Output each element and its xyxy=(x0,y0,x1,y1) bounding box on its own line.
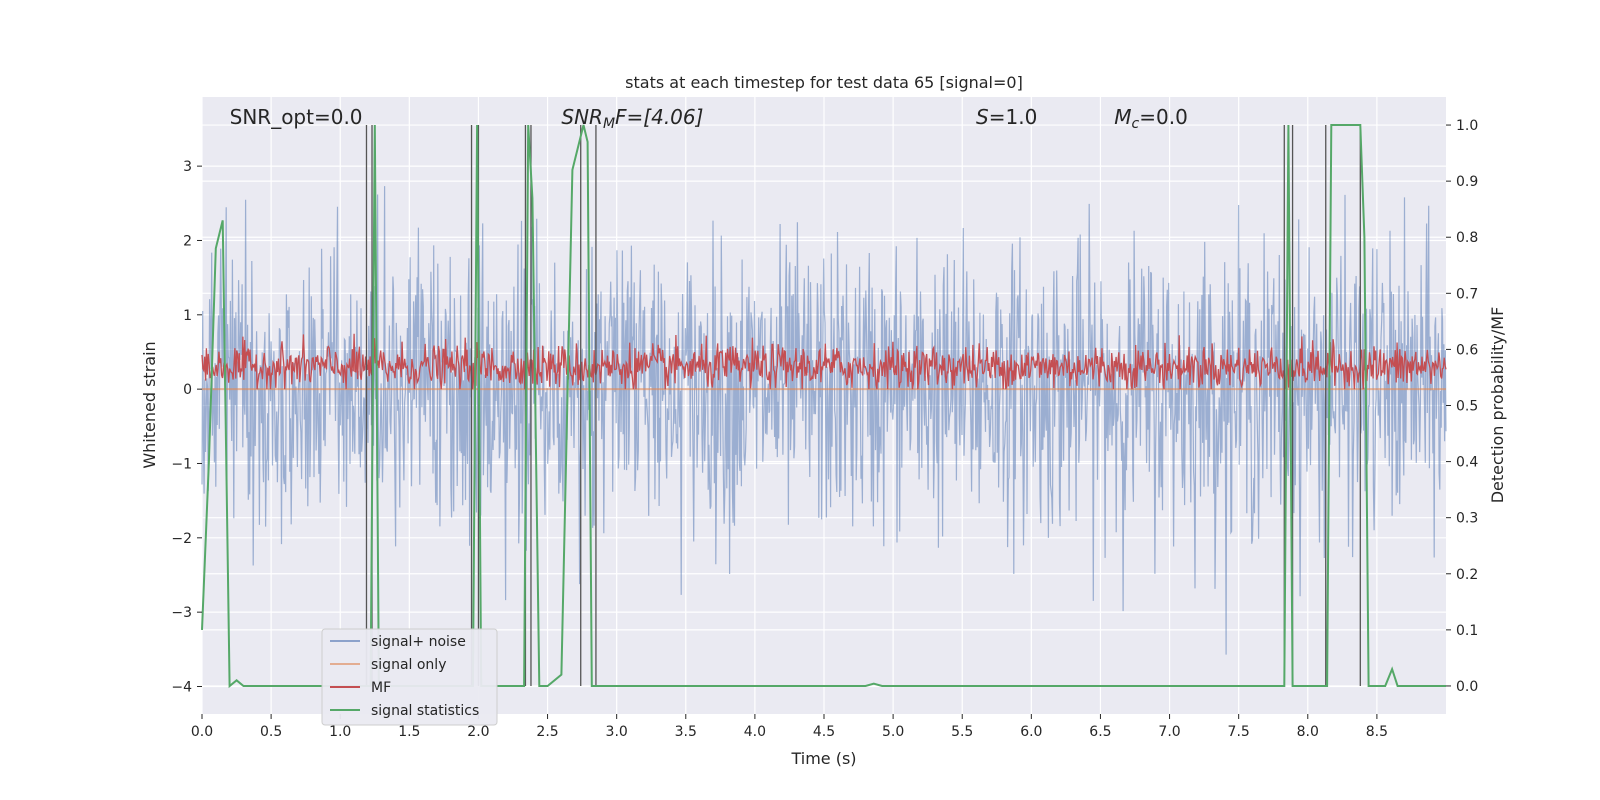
x-tick-label: 2.0 xyxy=(467,724,489,740)
y2-axis-label: Detection probability/MF xyxy=(1488,307,1507,504)
annotation: SNRMF=[4.06] xyxy=(561,105,703,132)
y2-tick-label: 0.5 xyxy=(1456,399,1478,415)
x-ticks: 0.0 0.5 1.0 1.5 2.0 2.5 3.0 3.5 4.0 4.5 5.0 5.5 6.0 6… xyxy=(191,714,1388,740)
annotation-main: SNR_opt=0.0 xyxy=(230,105,363,129)
y2-tick-label: 0.6 xyxy=(1456,342,1478,358)
y2-tick-label: 1.0 xyxy=(1456,118,1478,134)
legend-box xyxy=(321,628,498,726)
x-tick-label: 4.0 xyxy=(744,724,766,740)
annotation-main: S xyxy=(976,105,989,129)
legend-label-noise: signal+ noise xyxy=(371,634,466,650)
annotation: SNR_opt=0.0 xyxy=(230,105,363,129)
x-tick-label: 2.5 xyxy=(536,724,558,740)
y-axis-label: Whitened strain xyxy=(140,341,159,468)
y2-tick-label: 0.1 xyxy=(1456,623,1478,639)
series-signal-plus-noise xyxy=(201,186,1447,655)
chart-title: stats at each timestep for test data 65 … xyxy=(625,73,1023,92)
annotation-suffix: F=[4.06] xyxy=(615,105,703,129)
mf-line xyxy=(201,333,1447,390)
y2-tick-label: 0.3 xyxy=(1456,511,1478,527)
x-tick-label: 0.0 xyxy=(191,724,213,740)
y-tick-label: −2 xyxy=(171,531,192,547)
y2-ticks: 0.0 0.1 0.2 0.3 0.4 0.5 0.6 0.7 0.8 0.9 1.0 xyxy=(1446,118,1478,695)
y2-tick-label: 0.2 xyxy=(1456,567,1478,583)
legend-label-stats: signal statistics xyxy=(371,703,479,719)
y-tick-label: −4 xyxy=(171,679,192,695)
annotation-subscript: M xyxy=(603,116,615,132)
x-tick-label: 8.0 xyxy=(1297,724,1319,740)
signal-statistics-line xyxy=(201,124,1446,689)
y-ticks: −4 −3 −2 −1 0 1 2 3 xyxy=(171,159,202,695)
y-tick-label: 3 xyxy=(183,159,192,175)
y2-tick-label: 0.4 xyxy=(1456,455,1478,471)
y2-tick-label: 0.0 xyxy=(1456,679,1478,695)
annotation-subscript: c xyxy=(1132,116,1140,132)
y-tick-label: −1 xyxy=(171,456,192,472)
legend: signal+ noise signal only MF signal stat… xyxy=(321,628,498,726)
y-tick-label: −3 xyxy=(171,605,192,621)
series-signal-statistics xyxy=(201,124,1446,689)
series-mf xyxy=(201,333,1447,390)
x-tick-label: 1.5 xyxy=(398,724,420,740)
y2-tick-label: 0.7 xyxy=(1456,286,1478,302)
annotation-suffix: =0.0 xyxy=(1139,105,1188,129)
legend-label-signal: signal only xyxy=(371,657,446,673)
annotation-suffix: =1.0 xyxy=(989,105,1038,129)
x-tick-label: 7.5 xyxy=(1228,724,1250,740)
annotation: S=1.0 xyxy=(976,105,1037,129)
x-tick-label: 6.5 xyxy=(1089,724,1111,740)
x-tick-label: 3.5 xyxy=(675,724,697,740)
x-tick-label: 4.5 xyxy=(813,724,835,740)
x-tick-label: 3.0 xyxy=(606,724,628,740)
y2-tick-label: 0.8 xyxy=(1456,230,1478,246)
noise-line xyxy=(201,186,1447,655)
x-tick-label: 5.0 xyxy=(882,724,904,740)
annotation-main: SNR xyxy=(561,105,603,129)
y2-tick-label: 0.9 xyxy=(1456,174,1478,190)
annotations: SNR_opt=0.0 SNRMF=[4.06] S=1.0 Mc=0.0 xyxy=(230,105,1188,132)
y-tick-label: 1 xyxy=(183,308,192,324)
annotation-main: M xyxy=(1114,105,1131,129)
x-tick-label: 5.5 xyxy=(951,724,973,740)
y-tick-label: 0 xyxy=(183,382,192,398)
annotation: Mc=0.0 xyxy=(1114,105,1188,132)
x-axis-label: Time (s) xyxy=(790,749,856,768)
legend-label-mf: MF xyxy=(371,680,391,696)
x-tick-label: 8.5 xyxy=(1366,724,1388,740)
x-tick-label: 6.0 xyxy=(1020,724,1042,740)
y-tick-label: 2 xyxy=(183,233,192,249)
x-tick-label: 0.5 xyxy=(260,724,282,740)
x-tick-label: 1.0 xyxy=(329,724,351,740)
x-tick-label: 7.0 xyxy=(1158,724,1180,740)
